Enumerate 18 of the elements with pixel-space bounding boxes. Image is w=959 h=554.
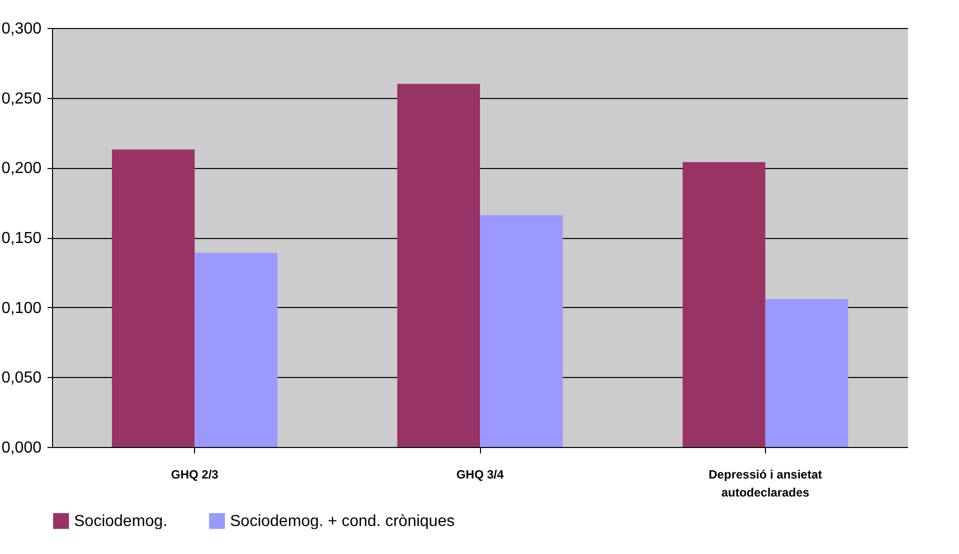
x-tick-label: Depressió i ansietat autodeclarades bbox=[708, 468, 822, 500]
y-tick-label: 0,300 bbox=[1, 20, 42, 38]
bar bbox=[682, 162, 766, 447]
y-tick-label: 0,000 bbox=[1, 440, 42, 456]
y-tick-label: 0,250 bbox=[1, 90, 42, 108]
legend-label: Sociodemog. + cond. cròniques bbox=[230, 513, 455, 530]
x-tick-label: GHQ 3/4 bbox=[456, 468, 504, 482]
bar bbox=[112, 150, 195, 447]
y-tick-label: 0,200 bbox=[1, 160, 42, 178]
bar bbox=[480, 215, 563, 447]
y-tick-label: 0,150 bbox=[1, 230, 42, 247]
bar bbox=[194, 252, 278, 447]
y-tick-label: 0,100 bbox=[1, 300, 42, 317]
bar bbox=[397, 84, 480, 447]
bar bbox=[765, 298, 848, 447]
legend-label: Sociodemog. bbox=[74, 513, 168, 530]
y-tick-label: 0,050 bbox=[1, 370, 42, 387]
x-tick-label: GHQ 2/3 bbox=[170, 468, 219, 482]
